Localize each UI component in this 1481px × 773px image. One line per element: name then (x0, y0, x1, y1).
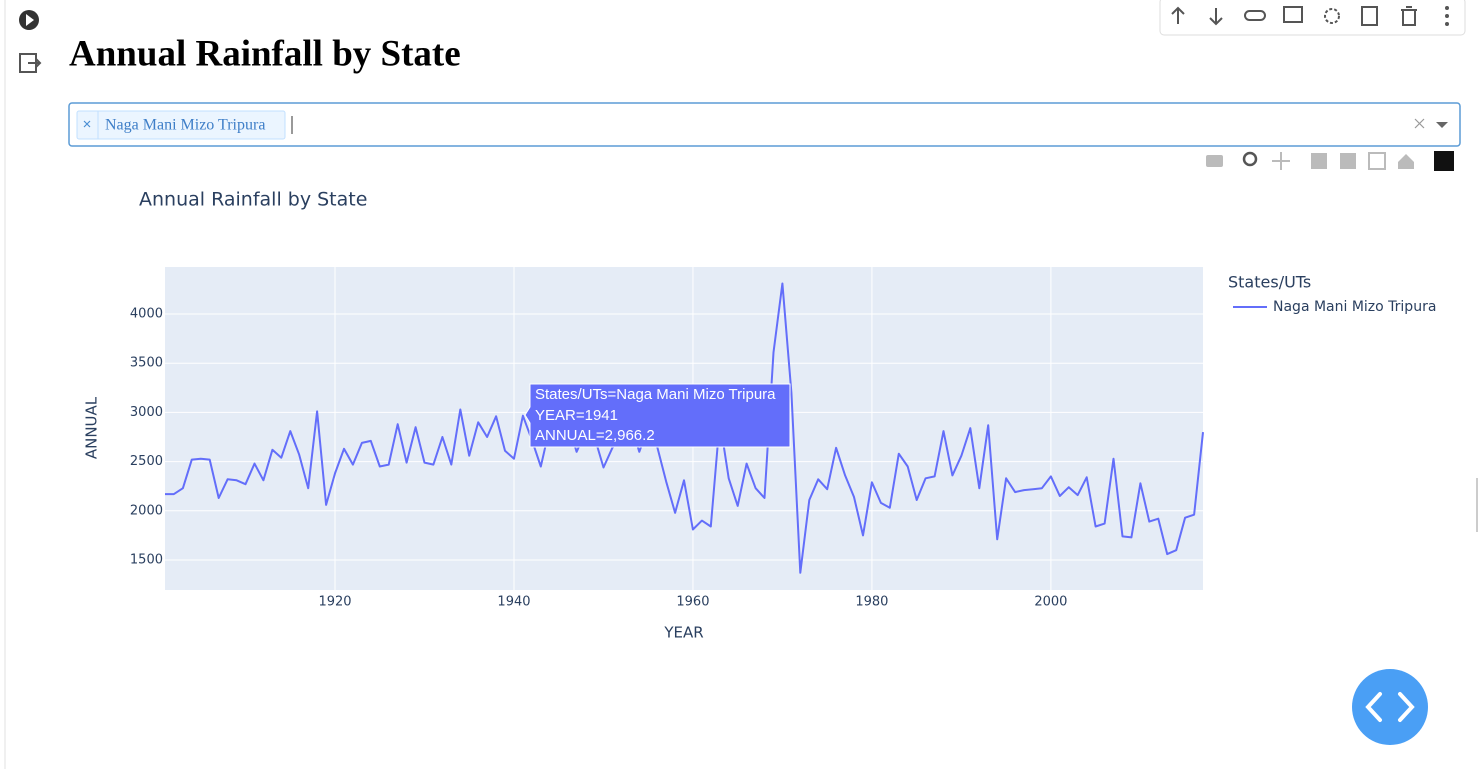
y-tick-label: 1500 (130, 552, 163, 567)
legend-title: States/UTs (1228, 273, 1311, 292)
pan[interactable] (1272, 152, 1290, 170)
download-plot[interactable] (1206, 155, 1223, 167)
y-tick-label: 4000 (130, 307, 163, 322)
heading: Annual Rainfall by State (69, 33, 461, 74)
move-up[interactable] (1171, 6, 1185, 24)
y-tick-label: 3000 (130, 405, 163, 420)
chip-remove[interactable] (83, 120, 91, 128)
mirror[interactable] (1361, 6, 1378, 26)
autoscale[interactable] (1368, 152, 1386, 170)
hover-text: ANNUAL=2,966.2 (535, 427, 655, 444)
cell-toolbar (1159, 0, 1466, 36)
selected-chip: Naga Mani Mizo Tripura (105, 117, 265, 134)
data-line (165, 282, 1204, 574)
dropdown-arrow[interactable] (1436, 122, 1448, 128)
state-selector[interactable]: Naga Mani Mizo Tripura (68, 102, 1461, 147)
hover-label: States/UTs=Naga Mani Mizo Tripura YEAR=1… (524, 383, 791, 448)
x-tick-label: 2000 (1034, 595, 1067, 610)
modebar (1206, 151, 1454, 171)
output-icon[interactable] (19, 53, 42, 73)
zoom-in[interactable] (1311, 153, 1327, 169)
chart-title: Annual Rainfall by State (139, 189, 367, 211)
y-tick-label: 2000 (130, 503, 163, 518)
more[interactable] (1445, 6, 1449, 26)
settings[interactable] (1324, 8, 1340, 24)
y-axis-title: ANNUAL (83, 396, 101, 459)
plotly-logo[interactable] (1434, 151, 1454, 171)
legend-label: Naga Mani Mizo Tripura (1273, 299, 1436, 315)
x-axis-title: YEAR (663, 624, 703, 642)
x-tick-label: 1960 (676, 595, 709, 610)
move-down[interactable] (1209, 8, 1223, 26)
clear-all[interactable] (1414, 118, 1425, 129)
zoom-out[interactable] (1340, 153, 1356, 169)
comment[interactable] (1283, 6, 1303, 23)
hover-text: States/UTs=Naga Mani Mizo Tripura (535, 386, 776, 403)
zoom[interactable] (1242, 151, 1258, 167)
reset-axes[interactable] (1398, 154, 1414, 169)
x-tick-label: 1940 (497, 595, 530, 610)
link[interactable] (1244, 10, 1266, 21)
code-button[interactable] (1352, 669, 1428, 745)
x-tick-label: 1980 (855, 595, 888, 610)
hover-text: YEAR=1941 (535, 407, 618, 424)
y-tick-label: 2500 (130, 454, 163, 469)
delete[interactable] (1401, 6, 1417, 26)
run-button[interactable] (19, 10, 39, 30)
y-tick-label: 3500 (130, 356, 163, 371)
x-tick-label: 1920 (318, 595, 351, 610)
